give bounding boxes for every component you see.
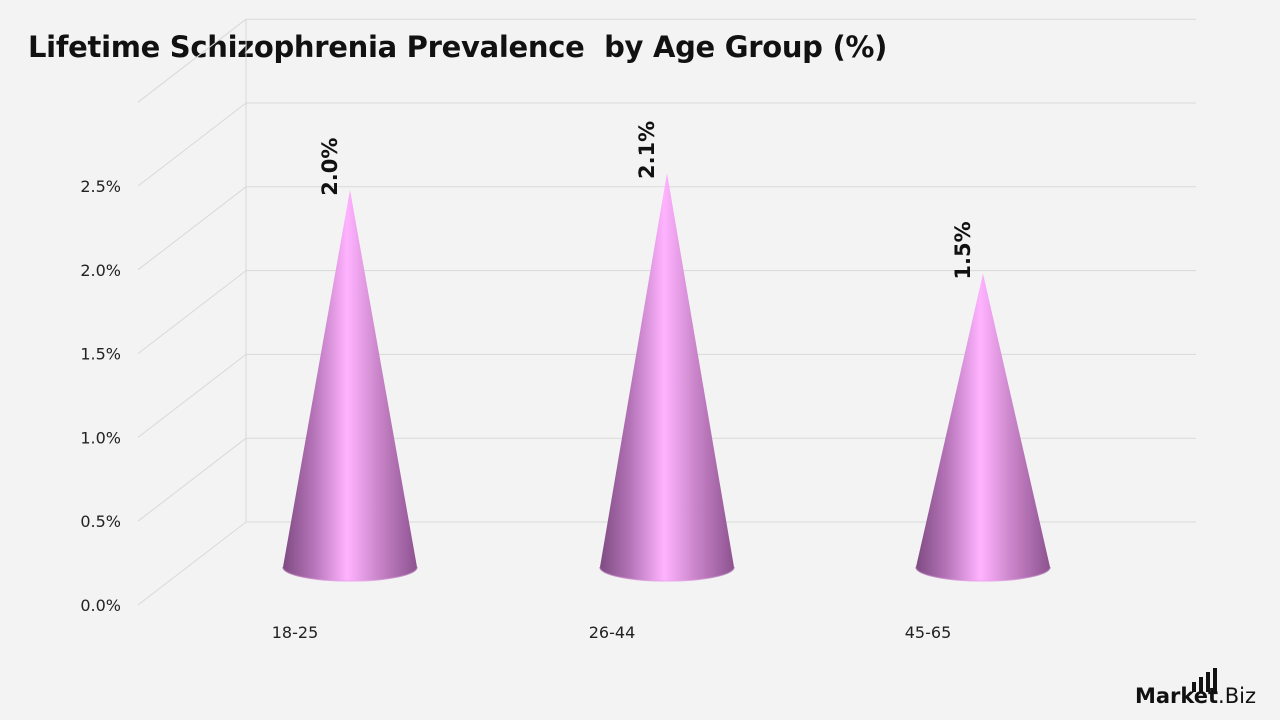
grid-line-diagonal — [137, 102, 247, 187]
brand-name: Market — [1134, 684, 1219, 708]
brand-suffix: .Biz — [1218, 684, 1256, 708]
x-tick-label: 26-44 — [589, 623, 636, 642]
cone-body — [916, 273, 1050, 581]
y-tick-label: 2.0% — [80, 261, 121, 280]
grid-line-diagonal — [137, 186, 247, 271]
grid-line-diagonal — [137, 354, 247, 438]
cone-bar — [915, 273, 1051, 582]
y-tick-label: 2.5% — [80, 177, 121, 196]
brand-logo: Market .Biz — [1134, 668, 1256, 708]
cone-body — [283, 189, 417, 582]
cone-bar — [282, 189, 418, 582]
y-tick-label: 1.5% — [80, 345, 121, 364]
cone-base — [599, 566, 735, 582]
x-tick-label: 45-65 — [905, 623, 952, 642]
grid-line-diagonal — [137, 521, 247, 606]
grid-line-diagonal — [137, 270, 247, 354]
data-label: 1.5% — [951, 221, 975, 279]
grid-line-diagonal — [137, 18, 247, 103]
bar-chart-icon — [1188, 668, 1218, 692]
y-tick-label: 1.0% — [80, 428, 121, 447]
grid-line-diagonal — [137, 437, 247, 522]
data-label: 2.1% — [635, 121, 659, 179]
chart-title: Lifetime Schizophrenia Prevalence by Age… — [28, 30, 888, 64]
cone-bar — [599, 173, 735, 582]
y-tick-label: 0.0% — [80, 596, 121, 615]
data-label: 2.0% — [318, 138, 342, 196]
cone-base — [915, 566, 1051, 582]
y-tick-label: 0.5% — [80, 512, 121, 531]
x-tick-label: 18-25 — [272, 623, 319, 642]
cone-body — [600, 173, 734, 582]
cone-base — [282, 566, 418, 582]
